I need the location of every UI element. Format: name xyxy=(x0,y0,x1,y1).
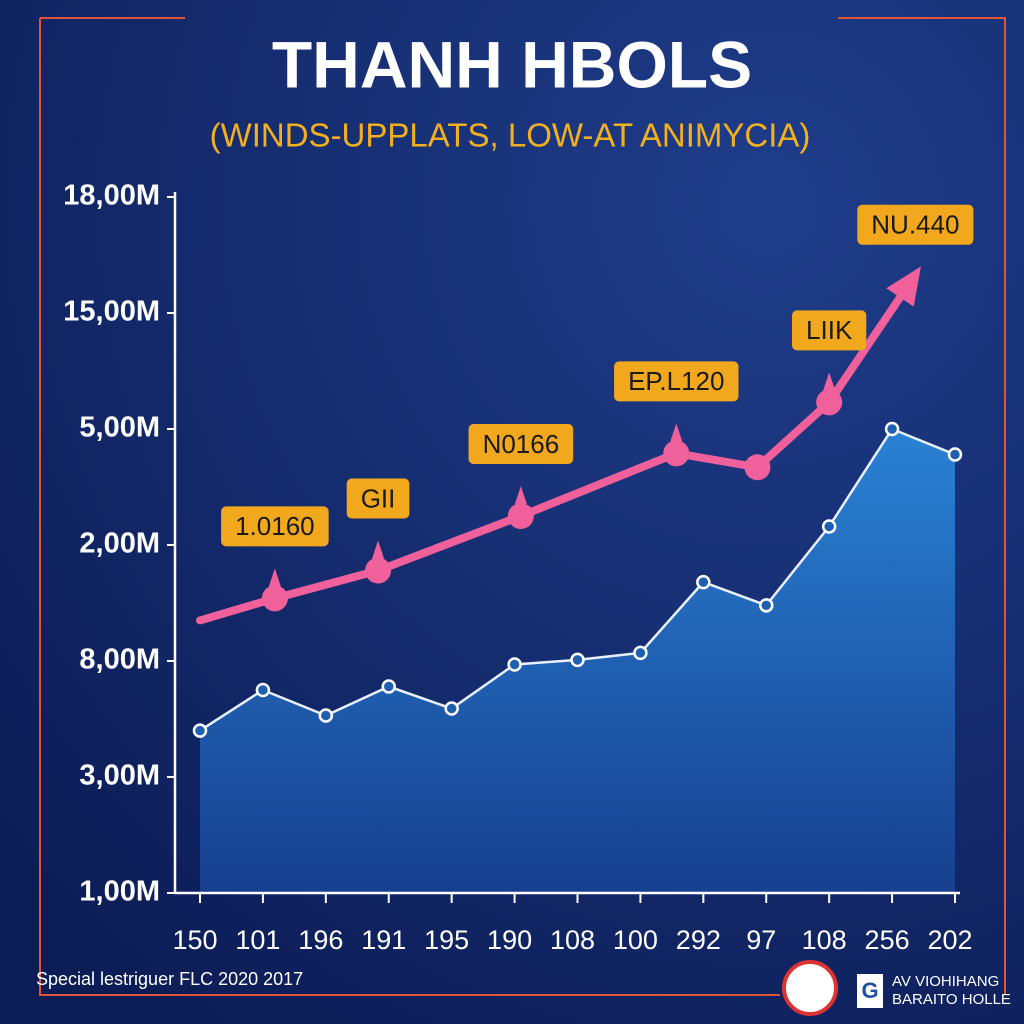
x-tick-label: 108 xyxy=(550,925,595,955)
x-tick-label: 100 xyxy=(613,925,658,955)
area-point xyxy=(507,657,522,672)
point-label: N0166 xyxy=(483,429,560,459)
label-pointer xyxy=(372,540,385,559)
x-tick-label: 101 xyxy=(235,925,280,955)
frame xyxy=(838,17,1006,995)
area-point xyxy=(947,447,963,462)
point-label: EP.L120 xyxy=(628,366,724,396)
y-tick-label: 5,00M xyxy=(79,412,160,444)
area-point xyxy=(444,701,459,716)
x-tick-label: 108 xyxy=(802,925,847,955)
x-tick-label: 202 xyxy=(927,925,972,955)
line-point xyxy=(365,557,392,584)
chart-subtitle: (WINDS-UPPLATS, LOW-AT ANIMYCIA) xyxy=(210,117,811,154)
label-pointer xyxy=(670,423,683,442)
point-label: GII xyxy=(361,483,396,513)
x-tick-label: 195 xyxy=(424,925,469,955)
point-label-box xyxy=(614,361,739,402)
footer: Special lestriguer FLC 2020 2017 xyxy=(36,969,303,989)
logo-box xyxy=(857,974,883,1008)
x-tick-label: 292 xyxy=(676,925,721,955)
area-point xyxy=(318,708,334,723)
point-label-box xyxy=(468,424,574,464)
x-tick-label: 190 xyxy=(487,925,532,955)
y-tick-label: 1,00M xyxy=(79,876,160,908)
line-point xyxy=(816,389,843,416)
point-label-box xyxy=(221,506,329,547)
area-point xyxy=(633,645,648,661)
line-arrow xyxy=(886,266,921,307)
y-tick-label: 15,00M xyxy=(63,296,160,328)
y-tick-label: 18,00M xyxy=(63,180,160,212)
point-label: 1.0160 xyxy=(235,511,315,541)
x-tick-label: 256 xyxy=(865,925,910,955)
line-point xyxy=(261,585,288,612)
label-pointer xyxy=(268,568,281,587)
chart-title: THANH HBOLS xyxy=(272,27,752,101)
x-tick-label: 97 xyxy=(746,925,776,955)
area-point xyxy=(255,682,271,698)
point-label: NU.440 xyxy=(871,210,959,240)
label-pointer xyxy=(514,486,527,504)
point-label: LIIK xyxy=(806,315,853,345)
label-pointer xyxy=(823,372,836,391)
logo-badge xyxy=(782,960,838,1016)
y-tick-label: 2,00M xyxy=(79,528,160,560)
x-tick-label: 191 xyxy=(361,925,406,955)
logo-text: AV VIOHIHANG xyxy=(892,973,999,990)
line-point xyxy=(507,503,534,529)
logo-letter: G xyxy=(861,978,878,1003)
area-point xyxy=(821,519,837,534)
point-label-box xyxy=(792,310,867,351)
area-point xyxy=(696,574,711,590)
area-point xyxy=(884,421,900,437)
x-tick-label: 196 xyxy=(298,925,343,955)
line-point xyxy=(663,440,690,467)
area-point xyxy=(192,723,208,738)
x-tick-label: 150 xyxy=(172,925,217,955)
y-tick-label: 8,00M xyxy=(79,644,160,676)
line xyxy=(196,270,920,625)
point-label-box xyxy=(857,204,974,245)
line-point xyxy=(744,454,771,481)
area-point xyxy=(570,652,585,668)
y-tick-label: 3,00M xyxy=(79,760,160,792)
area-point xyxy=(381,679,396,694)
point-label-box xyxy=(346,478,410,519)
area-point xyxy=(759,598,774,613)
frame xyxy=(39,17,780,996)
logo-text: BARAITO HOLLE xyxy=(892,991,1011,1008)
